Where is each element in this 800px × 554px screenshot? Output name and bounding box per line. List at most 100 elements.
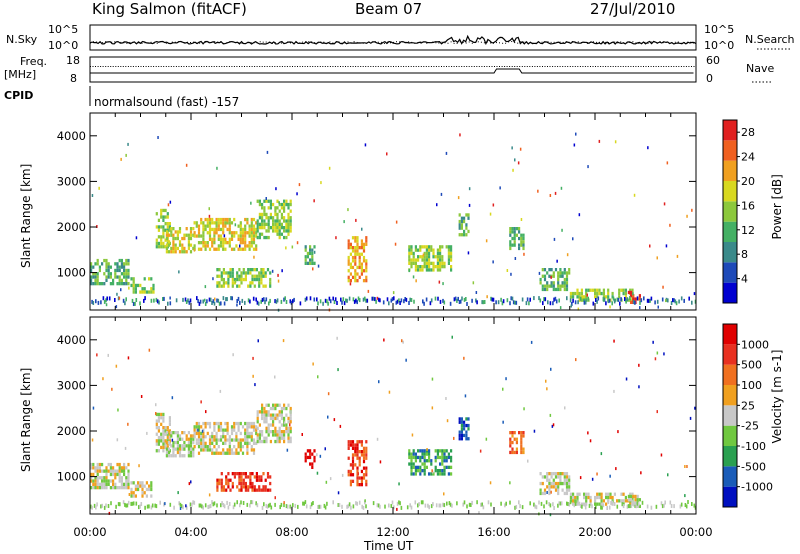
data-cell	[439, 261, 442, 265]
ground-scatter-cell	[492, 297, 495, 302]
speckle-cell	[587, 165, 589, 169]
data-cell	[611, 495, 614, 500]
data-cell	[134, 487, 137, 492]
colorbar-frame	[722, 119, 738, 304]
data-cell	[262, 485, 265, 489]
data-cell	[217, 217, 220, 222]
data-cell	[272, 416, 275, 421]
noise-search-dot	[190, 42, 191, 44]
data-cell	[211, 438, 214, 442]
data-cell	[220, 271, 223, 275]
speckle-cell	[316, 453, 318, 457]
nave-dot	[148, 66, 150, 67]
nave-dot	[370, 66, 372, 67]
nave-dot	[312, 66, 314, 67]
data-cell	[244, 438, 247, 442]
nave-dot	[231, 66, 233, 67]
data-cell	[170, 434, 173, 438]
ground-scatter-cell	[148, 504, 150, 509]
data-cell	[565, 271, 569, 275]
data-cell	[569, 492, 572, 496]
ground-scatter-cell	[511, 296, 514, 301]
data-cell	[358, 440, 361, 444]
data-cell	[252, 231, 256, 235]
noise-search-dot	[526, 41, 528, 43]
ground-scatter-cell	[678, 299, 680, 304]
ground-scatter-cell	[414, 500, 417, 505]
data-cell	[463, 219, 466, 224]
data-cell	[351, 446, 355, 450]
speckle-cell	[408, 269, 410, 273]
data-cell	[265, 212, 268, 217]
speckle-cell	[514, 158, 516, 162]
data-cell	[172, 444, 175, 448]
speckle-cell	[283, 421, 286, 425]
ground-scatter-cell	[515, 505, 518, 509]
data-cell	[181, 444, 184, 448]
data-cell	[280, 406, 283, 411]
speckle-cell	[614, 140, 617, 144]
data-cell	[166, 429, 169, 433]
nave-dot	[491, 66, 493, 67]
data-cell	[280, 212, 283, 217]
data-cell	[132, 283, 135, 288]
data-cell	[447, 465, 450, 469]
data-cell	[347, 259, 350, 263]
data-cell	[436, 251, 439, 256]
data-cell	[90, 282, 93, 286]
speckle-cell	[512, 168, 514, 172]
noise-search-dot	[390, 42, 391, 44]
ground-scatter-cell	[670, 504, 673, 508]
data-cell	[157, 218, 160, 222]
data-cell	[231, 281, 234, 285]
data-cell	[160, 215, 163, 219]
data-cell	[552, 472, 555, 476]
ground-scatter-cell	[634, 300, 636, 305]
data-cell	[107, 482, 110, 486]
ground-scatter-cell	[362, 505, 365, 510]
ground-scatter-cell	[159, 500, 161, 505]
data-cell	[276, 199, 279, 203]
data-cell	[546, 281, 549, 285]
data-cell	[280, 202, 283, 207]
data-cell	[423, 449, 426, 453]
ground-scatter-cell	[292, 299, 294, 304]
speckle-cell	[155, 403, 157, 407]
data-cell	[222, 281, 225, 285]
data-cell	[211, 435, 214, 439]
data-cell	[638, 297, 641, 301]
data-cell	[410, 251, 413, 256]
data-cell	[578, 291, 581, 296]
data-cell	[304, 255, 307, 259]
data-cell	[445, 449, 448, 453]
data-cell	[120, 469, 123, 473]
data-cell	[235, 421, 238, 426]
data-cell	[246, 244, 249, 248]
noise-search-dot	[605, 41, 607, 43]
speckle-cell	[281, 269, 283, 273]
data-cell	[107, 462, 110, 467]
data-cell	[365, 265, 368, 270]
ground-scatter-cell	[189, 502, 192, 507]
speckle-cell	[319, 454, 322, 458]
noise-search-dot	[577, 41, 579, 43]
data-cell	[283, 216, 286, 220]
data-cell	[217, 237, 220, 241]
speckle-cell	[127, 142, 129, 146]
data-cell	[187, 236, 190, 241]
speckle-cell	[329, 477, 332, 481]
data-cell	[569, 495, 572, 500]
data-cell	[465, 423, 468, 428]
nave-dot	[678, 66, 680, 67]
data-cell	[162, 445, 165, 450]
ground-scatter-cell	[342, 297, 345, 302]
nave-dot	[163, 66, 165, 67]
ground-scatter-cell	[265, 297, 268, 302]
data-cell	[174, 447, 177, 451]
data-cell	[594, 291, 597, 296]
data-cell	[467, 423, 470, 428]
data-cell	[408, 248, 411, 252]
ground-scatter-cell	[220, 301, 222, 306]
data-cell	[168, 422, 171, 426]
data-cell	[206, 231, 209, 235]
